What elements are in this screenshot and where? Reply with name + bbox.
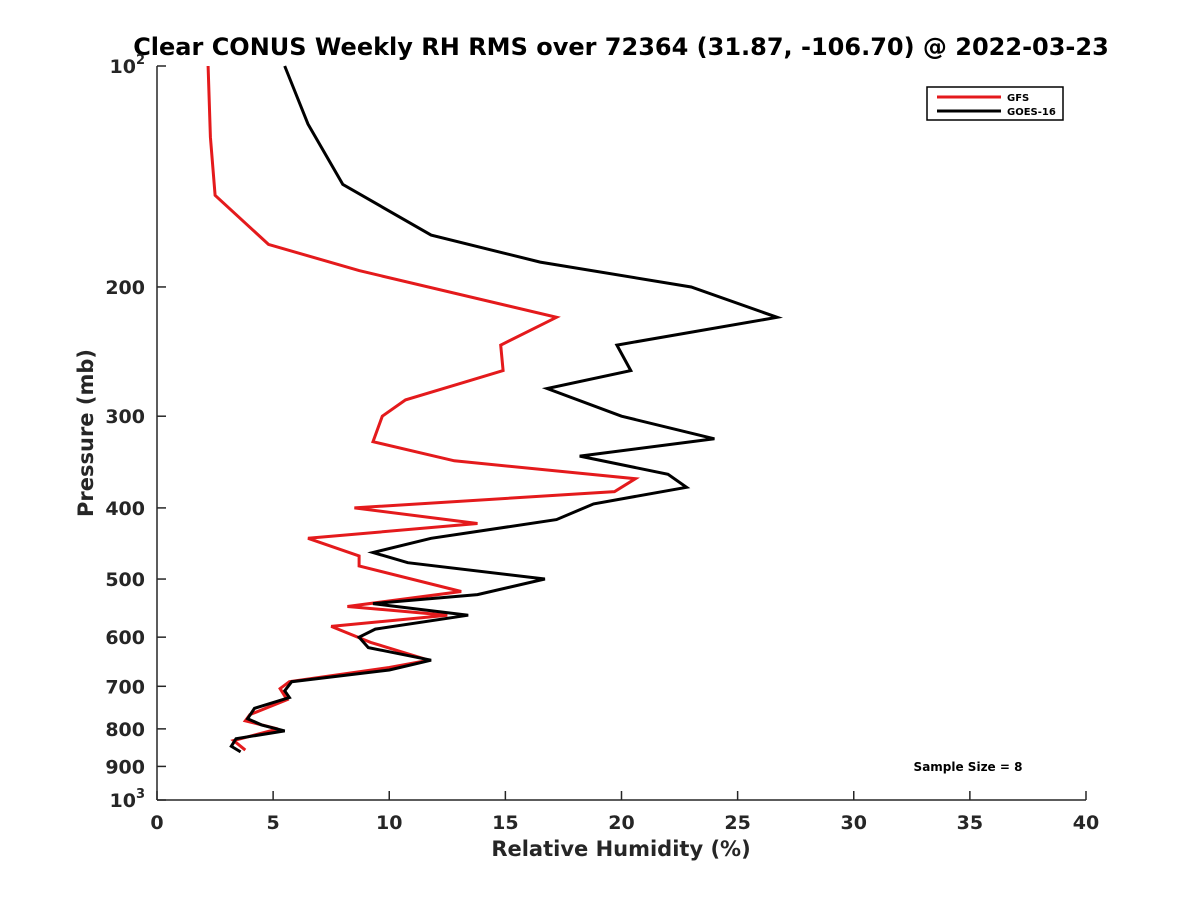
sample-size-annotation: Sample Size = 8 xyxy=(914,760,1023,774)
y-tick-label: 300 xyxy=(105,406,145,428)
x-tick-label: 25 xyxy=(724,812,750,834)
y-tick-label: 800 xyxy=(105,719,145,741)
legend-box xyxy=(926,86,1064,121)
x-tick-label: 0 xyxy=(150,812,163,834)
y-tick-label: 900 xyxy=(105,756,145,778)
chart-legend: GFS GOES-16 xyxy=(926,86,1064,121)
x-tick-label: 5 xyxy=(267,812,280,834)
y-tick-label: 102 xyxy=(110,53,146,78)
chart-title: Clear CONUS Weekly RH RMS over 72364 (31… xyxy=(133,33,1109,61)
y-axis-label: Pressure (mb) xyxy=(74,349,98,517)
x-axis-label: Relative Humidity (%) xyxy=(491,837,750,861)
annotations: Sample Size = 8 xyxy=(914,760,1023,774)
y-tick-label: 700 xyxy=(105,676,145,698)
legend-label: GOES-16 xyxy=(1007,107,1056,118)
y-tick-label: 500 xyxy=(105,569,145,591)
y-tick-label: 400 xyxy=(105,498,145,520)
x-tick-label: 10 xyxy=(376,812,402,834)
x-tick-label: 35 xyxy=(957,812,983,834)
legend-label: GFS xyxy=(1007,93,1029,104)
x-tick-label: 40 xyxy=(1073,812,1099,834)
x-tick-label: 15 xyxy=(492,812,518,834)
y-tick-label: 103 xyxy=(110,787,146,812)
series-layer xyxy=(206,65,784,754)
y-tick-label: 200 xyxy=(105,277,145,299)
series-line-gfs xyxy=(206,65,640,752)
y-tick-label: 600 xyxy=(105,627,145,649)
axes: 0 5 10 15 20 25 30 35 40 102 200 300 400 500 600 700 800… xyxy=(105,53,1099,834)
series-line-goes-16 xyxy=(229,65,784,754)
x-tick-label: 20 xyxy=(608,812,634,834)
x-tick-label: 30 xyxy=(841,812,867,834)
